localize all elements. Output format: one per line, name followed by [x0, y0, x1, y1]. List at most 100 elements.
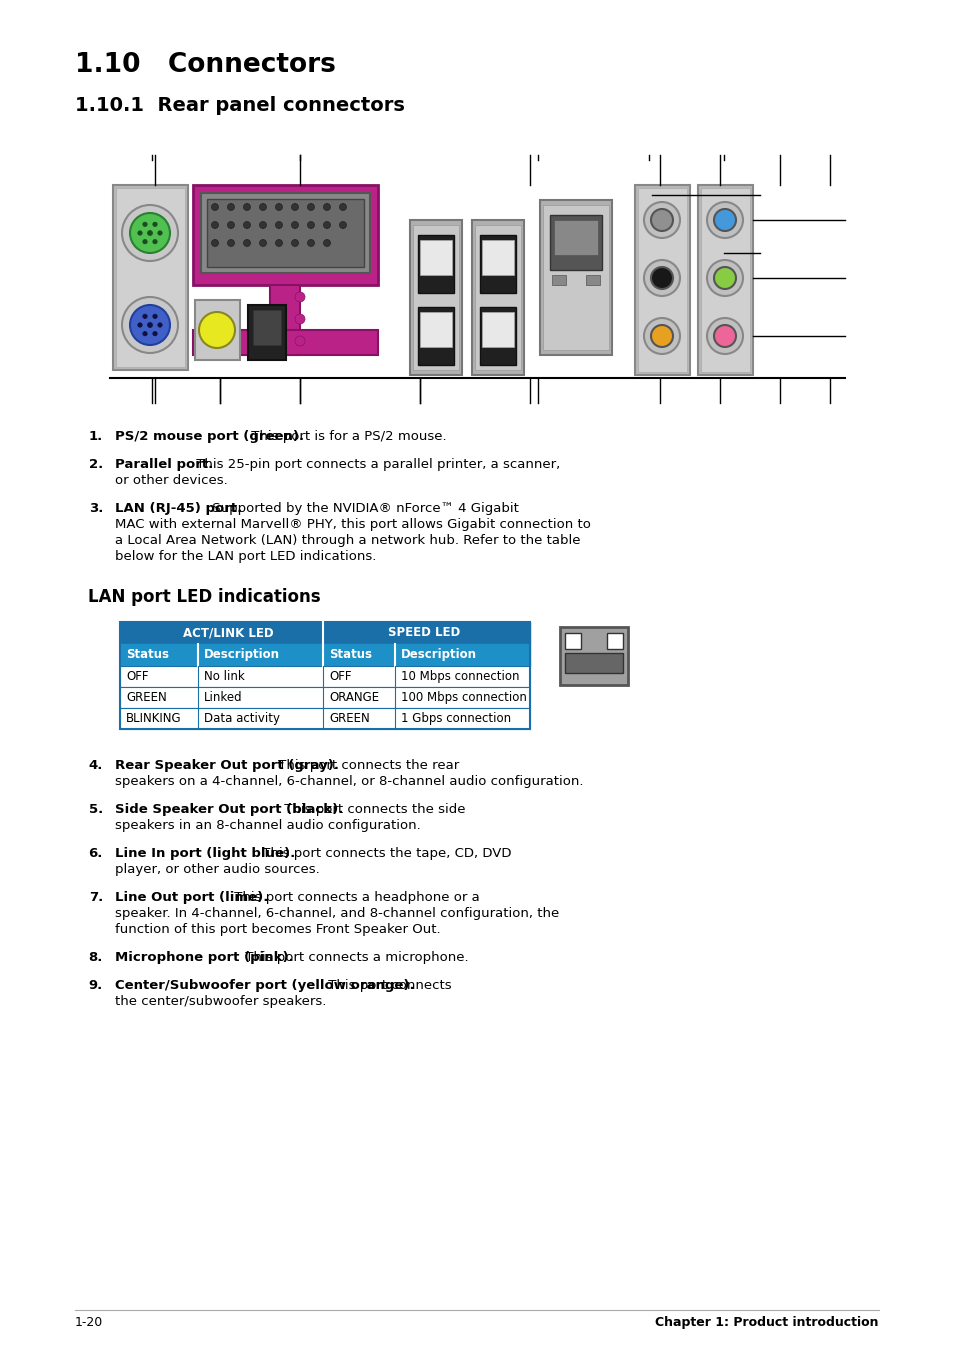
Text: ORANGE: ORANGE	[329, 690, 378, 704]
Circle shape	[643, 203, 679, 238]
Text: a Local Area Network (LAN) through a network hub. Refer to the table: a Local Area Network (LAN) through a net…	[115, 534, 579, 547]
Text: 10 Mbps connection: 10 Mbps connection	[400, 670, 519, 684]
Text: This port connects the side: This port connects the side	[280, 802, 465, 816]
Circle shape	[148, 323, 152, 327]
Bar	[585, 276, 599, 285]
Circle shape	[275, 204, 282, 211]
Text: Rear Speaker Out port (gray).: Rear Speaker Out port (gray).	[115, 759, 338, 771]
Circle shape	[713, 209, 735, 231]
Text: Center/Subwoofer port (yellow orange).: Center/Subwoofer port (yellow orange).	[115, 979, 415, 992]
Circle shape	[323, 222, 330, 228]
Circle shape	[137, 231, 142, 235]
Bar	[248, 305, 286, 359]
Text: Status: Status	[126, 648, 169, 661]
Circle shape	[292, 239, 298, 246]
Text: Side Speaker Out port (black).: Side Speaker Out port (black).	[115, 802, 343, 816]
Bar	[419, 240, 452, 276]
Text: Data activity: Data activity	[204, 712, 280, 725]
Circle shape	[339, 204, 346, 211]
Text: LAN (RJ-45) port.: LAN (RJ-45) port.	[115, 503, 242, 515]
Bar	[564, 634, 580, 648]
Circle shape	[122, 205, 178, 261]
Bar	[638, 188, 686, 372]
Circle shape	[294, 292, 305, 303]
Circle shape	[706, 203, 742, 238]
Bar	[413, 226, 458, 370]
Circle shape	[243, 222, 251, 228]
Text: This port connects a headphone or a: This port connects a headphone or a	[231, 892, 479, 904]
Circle shape	[643, 317, 679, 354]
Circle shape	[713, 326, 735, 347]
Circle shape	[706, 259, 742, 296]
Text: 100 Mbps connection: 100 Mbps connection	[400, 690, 526, 704]
Text: speakers on a 4-channel, 6-channel, or 8-channel audio configuration.: speakers on a 4-channel, 6-channel, or 8…	[115, 775, 583, 788]
Text: GREEN: GREEN	[329, 712, 370, 725]
Bar	[253, 309, 281, 345]
Bar	[554, 220, 598, 255]
Text: No link: No link	[204, 670, 245, 684]
Text: 3.: 3.	[89, 503, 103, 515]
Text: Supported by the NVIDIA® nForce™ 4 Gigabit: Supported by the NVIDIA® nForce™ 4 Gigab…	[209, 503, 518, 515]
Bar	[635, 185, 689, 376]
Circle shape	[706, 317, 742, 354]
Bar	[417, 307, 454, 365]
Text: GREEN: GREEN	[126, 690, 167, 704]
Bar	[700, 188, 749, 372]
Text: function of this port becomes Front Speaker Out.: function of this port becomes Front Spea…	[115, 923, 440, 936]
Text: 4.: 4.	[89, 759, 103, 771]
Circle shape	[212, 239, 218, 246]
Bar	[193, 185, 377, 285]
Bar	[120, 621, 530, 730]
Text: This port is for a PS/2 mouse.: This port is for a PS/2 mouse.	[247, 430, 446, 443]
Text: SPEED LED: SPEED LED	[388, 626, 459, 639]
Circle shape	[143, 222, 147, 227]
Circle shape	[275, 222, 282, 228]
Text: Line In port (light blue).: Line In port (light blue).	[115, 847, 294, 861]
Circle shape	[292, 222, 298, 228]
Text: This port connects: This port connects	[324, 979, 451, 992]
Text: Description: Description	[204, 648, 280, 661]
Bar	[472, 220, 523, 376]
Text: OFF: OFF	[329, 670, 351, 684]
Text: 1.: 1.	[89, 430, 103, 443]
Circle shape	[259, 222, 266, 228]
Circle shape	[143, 331, 147, 336]
Text: 1.10   Connectors: 1.10 Connectors	[75, 51, 335, 78]
Circle shape	[212, 204, 218, 211]
Text: speakers in an 8-channel audio configuration.: speakers in an 8-channel audio configura…	[115, 819, 420, 832]
Circle shape	[152, 315, 157, 319]
Circle shape	[650, 209, 672, 231]
Text: 5.: 5.	[89, 802, 103, 816]
Circle shape	[130, 305, 170, 345]
Circle shape	[199, 312, 234, 349]
Circle shape	[243, 204, 251, 211]
Bar	[559, 627, 627, 685]
Text: 6.: 6.	[89, 847, 103, 861]
Circle shape	[148, 231, 152, 235]
Bar	[193, 330, 377, 355]
Text: Line Out port (lime).: Line Out port (lime).	[115, 892, 268, 904]
Text: This port connects the tape, CD, DVD: This port connects the tape, CD, DVD	[257, 847, 511, 861]
Text: Description: Description	[400, 648, 476, 661]
Circle shape	[292, 204, 298, 211]
Text: 7.: 7.	[89, 892, 103, 904]
Text: the center/subwoofer speakers.: the center/subwoofer speakers.	[115, 994, 326, 1008]
Bar	[481, 312, 514, 347]
Bar	[542, 205, 608, 350]
Text: MAC with external Marvell® PHY, this port allows Gigabit connection to: MAC with external Marvell® PHY, this por…	[115, 517, 590, 531]
Text: BLINKING: BLINKING	[126, 712, 181, 725]
Circle shape	[157, 231, 162, 235]
Text: This port connects a microphone.: This port connects a microphone.	[241, 951, 469, 965]
Circle shape	[130, 213, 170, 253]
Circle shape	[650, 326, 672, 347]
Circle shape	[294, 336, 305, 346]
Bar	[564, 653, 622, 673]
Circle shape	[294, 313, 305, 324]
Text: 9.: 9.	[89, 979, 103, 992]
Circle shape	[339, 222, 346, 228]
Circle shape	[227, 204, 234, 211]
Bar	[207, 199, 364, 267]
Circle shape	[122, 297, 178, 353]
Bar	[410, 220, 461, 376]
Circle shape	[323, 239, 330, 246]
